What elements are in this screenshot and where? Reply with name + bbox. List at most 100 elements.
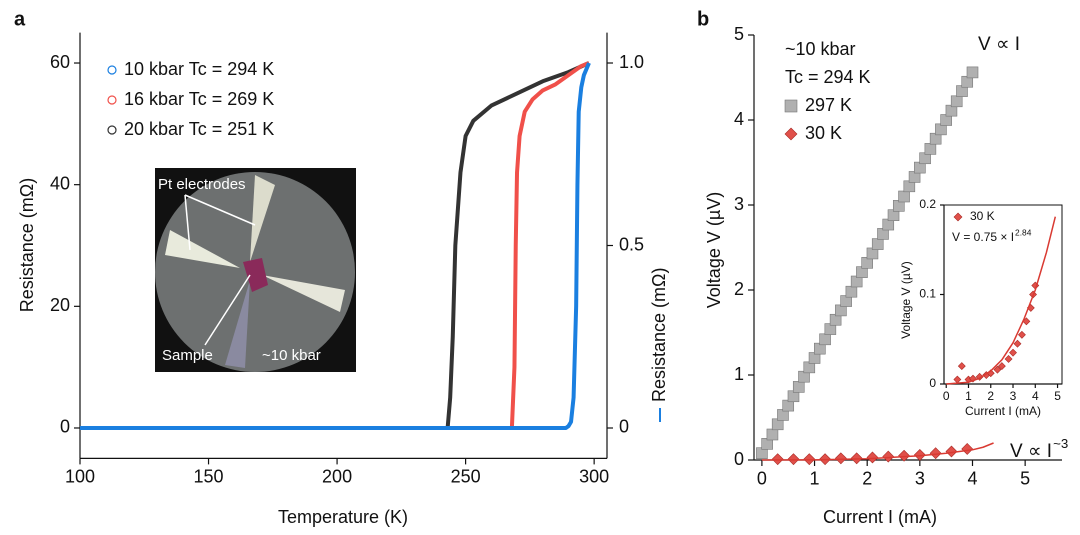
marker-diamond [945, 445, 958, 458]
legend-label: 20 kbar Tc = 251 K [124, 119, 274, 139]
x-tick-label: 1 [965, 389, 972, 403]
panel-label: a [14, 8, 26, 30]
y-tick-label: 60 [50, 52, 70, 72]
legend-label: 10 kbar Tc = 294 K [124, 59, 274, 79]
x-tick-label: 0 [943, 389, 950, 403]
y-tick-label: 20 [50, 295, 70, 315]
photo-inset [155, 168, 356, 372]
marker-diamond [961, 443, 974, 455]
legend-swatch [107, 125, 117, 135]
electrode [250, 175, 275, 262]
annotation-superscript: 2.84 [1015, 227, 1032, 237]
y-tick-label: 40 [50, 173, 70, 193]
marker-diamond [866, 451, 879, 464]
electrode [165, 230, 240, 268]
pointer [184, 194, 256, 226]
y2-axis-label: Resistance (mΩ) [649, 268, 669, 402]
annotation: ~10 kbar [262, 347, 321, 364]
annotation: Sample [162, 347, 213, 364]
marker-diamond [1013, 339, 1022, 348]
y2-tick-label: 1.0 [619, 52, 644, 72]
marker-diamond [993, 365, 1002, 374]
panel: 0 1 2 3 4 5 0 0.1 0.2 Current I (mA) Voltage V (µV… [899, 197, 1063, 418]
y-tick-label: 0.2 [919, 197, 936, 211]
y-tick-label: 2 [734, 279, 744, 299]
x-tick-label: 4 [1032, 389, 1039, 403]
marker-diamond [882, 450, 895, 463]
legend-title: Tc = 294 K [785, 67, 871, 87]
legend-swatch [784, 99, 798, 113]
legend-swatch [107, 95, 117, 105]
legend-label: 16 kbar Tc = 269 K [124, 89, 274, 109]
x-tick-label: 2 [987, 389, 994, 403]
marker-diamond [834, 452, 847, 465]
legend-label: 30 K [970, 209, 995, 223]
x-tick-label: 200 [322, 467, 352, 487]
legend-title: ~10 kbar [785, 39, 856, 59]
marker-diamond [898, 449, 910, 462]
marker-square [871, 238, 884, 250]
sample [243, 258, 268, 292]
marker-square [845, 285, 858, 298]
x-tick-label: 5 [1054, 389, 1061, 403]
marker-square [792, 381, 805, 393]
x-tick-label: 1 [810, 468, 820, 488]
marker-square [766, 428, 779, 441]
legend-label: 30 K [805, 123, 842, 143]
data-line [80, 62, 591, 430]
x-tick-label: 2 [862, 468, 872, 488]
y-tick-label: 1 [734, 364, 744, 384]
y-tick-label: 4 [734, 109, 744, 129]
x-tick-label: 3 [915, 468, 925, 488]
x-tick-label: 250 [451, 467, 481, 487]
legend-swatch [107, 65, 117, 75]
electrode [262, 275, 345, 312]
marker-diamond [1009, 348, 1017, 357]
marker-diamond [957, 362, 966, 371]
panel: 100 150 200 250 300 0 20 40 60 0 0.5 1.0 Resistance … [14, 8, 669, 526]
annotation: Pt electrodes [158, 176, 246, 193]
marker-square [950, 95, 963, 108]
annotation: V = 0.75 × I [952, 230, 1014, 244]
y-tick-label: 0.1 [919, 287, 936, 301]
y-axis-label: Voltage V (µV) [704, 192, 724, 308]
legend-label: 297 K [805, 95, 852, 115]
marker-square [898, 190, 910, 203]
marker-diamond [929, 447, 942, 460]
marker-diamond [913, 448, 926, 461]
fit-line [946, 216, 1057, 385]
annotation: V ∝ I [978, 34, 1020, 55]
x-axis-label: Temperature (K) [278, 507, 408, 527]
x-axis-label: Current I (mA) [965, 404, 1041, 418]
y-tick-label: 0 [734, 449, 744, 469]
y-tick-label: 5 [734, 24, 744, 44]
pointer [204, 274, 251, 346]
panel: 0 1 2 3 4 5 0 1 2 3 4 5 Current I (mA) Voltage V (µV)… [697, 8, 1068, 526]
pointer [184, 194, 191, 251]
legend-swatch [953, 212, 963, 222]
x-tick-label: 3 [1010, 389, 1017, 403]
y-axis-label: Voltage V (µV) [899, 261, 913, 339]
legend-swatch [784, 127, 798, 141]
x-tick-label: 300 [579, 467, 609, 487]
y-tick-label: 0 [60, 417, 70, 437]
y-axis-label: Resistance (mΩ) [17, 178, 37, 312]
x-tick-label: 4 [967, 468, 977, 488]
plot-frame [943, 204, 1063, 385]
x-tick-label: 0 [757, 468, 767, 488]
marker-diamond [1018, 330, 1026, 339]
y-tick-label: 0 [929, 376, 936, 390]
panel-label: b [697, 8, 709, 30]
y-tick-label: 3 [734, 194, 744, 214]
annotation: V ∝ I [1010, 441, 1052, 462]
marker-square [924, 143, 937, 155]
marker-diamond [1004, 355, 1013, 363]
y2-tick-label: 0.5 [619, 234, 644, 254]
x-axis-label: Current I (mA) [823, 507, 937, 527]
x-tick-label: 100 [65, 467, 95, 487]
x-tick-label: 5 [1020, 468, 1030, 488]
x-tick-label: 150 [194, 467, 224, 487]
marker-square [966, 66, 979, 79]
marker-diamond [997, 362, 1006, 371]
